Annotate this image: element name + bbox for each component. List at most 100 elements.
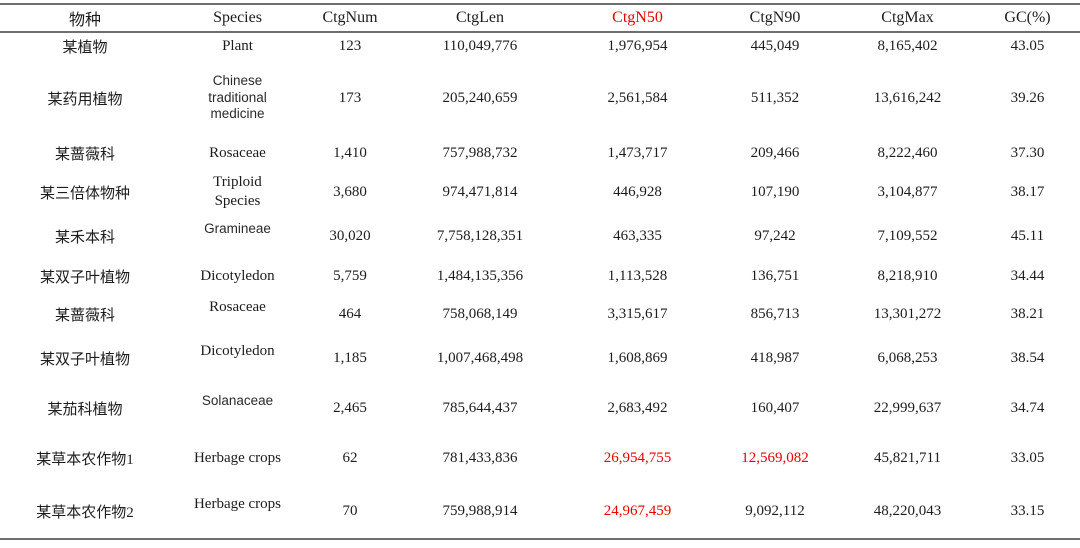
table-row: 某双子叶植物 Dicotyledon 5,759 1,484,135,356 1… — [0, 259, 1080, 294]
cell-gc: 37.30 — [1010, 144, 1045, 161]
cell-ctgmax: 13,301,272 — [873, 305, 942, 322]
cell-ctgnum: 2,465 — [333, 399, 367, 416]
table-row: 某草本农作物2 Herbage crops 70 759,988,914 24,… — [0, 484, 1080, 539]
cell-ctgnum: 70 — [342, 502, 358, 519]
cell-ctgn90: 856,713 — [750, 305, 800, 322]
cell-gc: 34.74 — [1010, 399, 1045, 416]
cell-ctgmax: 13,616,242 — [873, 89, 942, 106]
table-row: 某茄科植物 Solanaceae 2,465 785,644,437 2,683… — [0, 383, 1080, 433]
cell-species: Herbage crops — [193, 450, 282, 467]
cell-ctgn50: 446,928 — [613, 183, 662, 200]
table-row: 某三倍体物种 Triploid Species 3,680 974,471,81… — [0, 170, 1080, 214]
cell-species: Plant — [222, 38, 253, 55]
cell-name-cn: 某茄科植物 — [47, 401, 123, 418]
cell-ctgnum: 1,185 — [333, 350, 367, 366]
table-row: 某植物 Plant 123 110,049,776 1,976,954 445,… — [0, 32, 1080, 60]
cell-ctgn90: 136,751 — [750, 268, 800, 284]
cell-ctglen: 7,758,128,351 — [436, 228, 524, 244]
col-header-ctgn50: CtgN50 — [565, 4, 710, 33]
cell-ctgnum: 173 — [338, 89, 362, 106]
cell-name-cn: 某蔷薇科 — [54, 307, 115, 324]
cell-gc: 38.17 — [1010, 183, 1045, 200]
cell-ctgmax: 48,220,043 — [873, 502, 942, 519]
cell-ctgnum: 5,759 — [333, 268, 367, 284]
cell-ctgnum: 62 — [342, 450, 358, 466]
cell-gc: 39.26 — [1010, 89, 1045, 106]
cell-ctgn90: 97,242 — [754, 228, 796, 244]
table-row: 某禾本科 Gramineae 30,020 7,758,128,351 463,… — [0, 214, 1080, 259]
cell-ctglen: 974,471,814 — [442, 183, 518, 200]
cell-ctgmax: 45,821,711 — [874, 450, 941, 466]
cell-ctgn90: 445,049 — [750, 38, 800, 54]
table-row: 某药用植物 Chinese traditional medicine 173 2… — [0, 60, 1080, 136]
cell-gc: 38.21 — [1010, 305, 1045, 322]
cell-ctgnum: 30,020 — [329, 228, 371, 244]
cell-name-cn: 某双子叶植物 — [39, 352, 130, 368]
cell-name-cn: 某药用植物 — [47, 91, 123, 108]
cell-ctglen: 205,240,659 — [442, 89, 518, 106]
cell-gc: 43.05 — [1010, 38, 1045, 54]
table-row: 某草本农作物1 Herbage crops 62 781,433,836 26,… — [0, 433, 1080, 484]
cell-ctgn50: 3,315,617 — [607, 305, 668, 322]
col-header-ctgmax: CtgMax — [840, 4, 975, 33]
col-header-ctgn90: CtgN90 — [710, 4, 840, 33]
cell-gc: 45.11 — [1010, 228, 1045, 244]
cell-ctgnum: 123 — [338, 38, 362, 54]
col-header-name-cn: 物种 — [0, 4, 170, 33]
cell-gc: 34.44 — [1010, 268, 1045, 284]
cell-ctgn90: 107,190 — [750, 183, 800, 200]
cell-gc: 33.15 — [1010, 502, 1045, 519]
cell-species: Chinese traditional medicine — [208, 72, 267, 122]
cell-species: Gramineae — [204, 221, 271, 236]
cell-ctgn50: 2,683,492 — [607, 399, 668, 416]
cell-ctgn90: 160,407 — [750, 399, 800, 416]
cell-species: Dicotyledon — [200, 268, 275, 285]
cell-ctgn90: 511,352 — [750, 89, 800, 106]
cell-ctgmax: 7,109,552 — [877, 228, 938, 244]
cell-ctgmax: 3,104,877 — [877, 183, 938, 200]
cell-ctglen: 785,644,437 — [442, 399, 518, 416]
table-row: 某蔷薇科 Rosaceae 464 758,068,149 3,315,617 … — [0, 294, 1080, 334]
cell-ctgn50-highlighted: 26,954,755 — [603, 450, 672, 466]
cell-ctgn50-highlighted: 24,967,459 — [603, 502, 672, 519]
cell-ctgmax: 6,068,253 — [877, 350, 938, 366]
cell-species: Solanaceae — [201, 392, 274, 408]
cell-gc: 38.54 — [1010, 350, 1045, 366]
cell-name-cn: 某草本农作物2 — [36, 504, 134, 521]
cell-ctgn50: 1,976,954 — [607, 38, 668, 54]
cell-ctglen: 1,007,468,498 — [436, 350, 524, 366]
cell-ctglen: 757,988,732 — [442, 144, 518, 161]
cell-name-cn: 某蔷薇科 — [54, 146, 115, 163]
cell-name-cn: 某三倍体物种 — [39, 185, 130, 202]
cell-species: Herbage crops — [193, 495, 282, 512]
col-header-species: Species — [170, 4, 305, 33]
cell-ctgmax: 8,165,402 — [877, 38, 938, 54]
table-row: 某双子叶植物 Dicotyledon 1,185 1,007,468,498 1… — [0, 334, 1080, 383]
cell-ctgn50: 2,561,584 — [607, 89, 668, 106]
cell-ctglen: 759,988,914 — [442, 502, 518, 519]
cell-ctgn90: 9,092,112 — [745, 502, 805, 519]
cell-ctgn90: 209,466 — [750, 144, 800, 161]
assembly-stats-table: 物种 Species CtgNum CtgLen CtgN50 CtgN90 C… — [0, 3, 1080, 540]
cell-species: Rosaceae — [209, 298, 266, 315]
cell-name-cn: 某双子叶植物 — [39, 270, 130, 286]
cell-ctgn50: 1,113,528 — [607, 268, 668, 284]
cell-ctgmax: 8,218,910 — [877, 268, 938, 284]
cell-ctgn50: 463,335 — [613, 228, 662, 244]
cell-name-cn: 某禾本科 — [54, 230, 115, 246]
cell-species: Rosaceae — [209, 144, 266, 161]
cell-ctgn50: 1,608,869 — [607, 350, 668, 366]
cell-ctgnum: 464 — [338, 305, 362, 322]
cell-ctglen: 781,433,836 — [442, 450, 518, 466]
table-row: 某蔷薇科 Rosaceae 1,410 757,988,732 1,473,71… — [0, 136, 1080, 170]
col-header-ctgnum: CtgNum — [305, 4, 395, 33]
cell-name-cn: 某草本农作物1 — [36, 452, 134, 468]
cell-species: Triploid Species — [213, 174, 262, 209]
cell-ctgmax: 8,222,460 — [877, 144, 938, 161]
cell-ctglen: 1,484,135,356 — [436, 268, 524, 284]
cell-ctgn90-highlighted: 12,569,082 — [741, 450, 809, 466]
cell-ctgnum: 1,410 — [333, 144, 367, 161]
col-header-gc: GC(%) — [975, 4, 1080, 33]
cell-ctglen: 110,049,776 — [442, 38, 518, 54]
